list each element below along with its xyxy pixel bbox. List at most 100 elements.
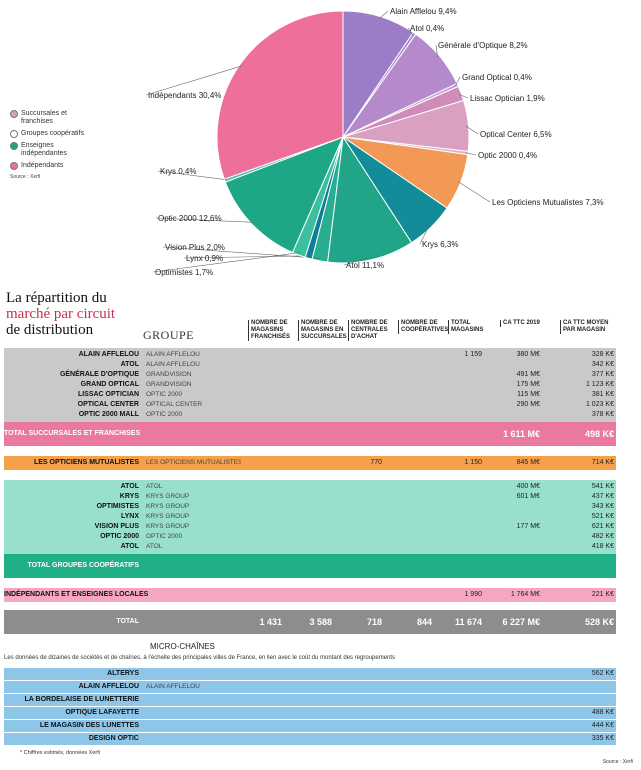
pie-slice-label: Optic 2000 12,6%	[158, 214, 222, 223]
table-cell: 328 K€	[591, 351, 614, 358]
table-cell: 11 674	[454, 617, 482, 627]
row-name: INDÉPENDANTS ET ENSEIGNES LOCALES	[4, 591, 149, 598]
pie-svg: Alain Afflelou 9,4% Atol 0,4% Générale d'O…	[145, 7, 604, 277]
row-name: ALAIN AFFLELOU	[78, 351, 139, 358]
pie-slice	[224, 136, 344, 254]
table-row: OPTIC 2000 OPTIC 2000 482 K€	[4, 532, 616, 542]
row-name: ALTERYS	[107, 670, 139, 677]
pie-slice-label: Alain Afflelou 9,4%	[390, 7, 457, 16]
row-name: ALAIN AFFLELOU	[78, 683, 139, 690]
table-cell: 177 M€	[516, 523, 540, 530]
pie-slice-label: Optical Center 6,5%	[480, 130, 552, 139]
pie-slice-label: Optimistes 1,7%	[155, 268, 213, 277]
row-group: KRYS GROUP	[146, 493, 190, 500]
pie-slice-label: Lynx 0,9%	[186, 254, 223, 263]
pie-slice-label: Krys 6,3%	[422, 240, 458, 249]
pie-leader-line	[155, 217, 254, 223]
row-group: OPTIC 2000	[146, 391, 183, 398]
table-cell: 1 431	[259, 617, 282, 627]
pie-slice-label: Grand Optical 0,4%	[462, 73, 532, 82]
source-bottom: Source : Xerfi	[602, 759, 633, 765]
table-cell: 343 K€	[591, 503, 614, 510]
table-cell: 290 M€	[516, 401, 540, 408]
pie-slice-label: Optic 2000 0,4%	[478, 151, 537, 160]
pie-leader-line	[457, 181, 491, 203]
table-row: ALAIN AFFLELOU ALAIN AFFLELOU 1 159 380 M€ 3…	[4, 350, 616, 360]
row-name: TOTAL SUCCURSALES ET FRANCHISES	[4, 430, 141, 437]
row-name: LISSAC OPTICIAN	[77, 391, 139, 398]
table-title: La répartition du marché par circuit de …	[6, 290, 156, 338]
row-group: ATOL	[146, 543, 163, 550]
table-row: ALAIN AFFLELOU ALAIN AFFLELOU	[4, 681, 616, 693]
pie-chart: Alain Afflelou 9,4% Atol 0,4% Générale d'O…	[0, 0, 641, 285]
pie-leader-line	[162, 246, 321, 259]
table-cell: 1 990	[464, 591, 482, 598]
table-cell: 621 K€	[591, 523, 614, 530]
section-background	[4, 456, 616, 470]
column-header: NOMBRE DE CENTRALES D'ACHAT	[348, 320, 397, 341]
pie-leader-line	[407, 27, 414, 36]
table-row: ATOL ATOL 400 M€ 541 K€	[4, 482, 616, 492]
row-name: ATOL	[120, 361, 139, 368]
pie-leader-line	[183, 255, 310, 259]
row-group: ALAIN AFFLELOU	[146, 361, 200, 368]
table-cell: 381 K€	[591, 391, 614, 398]
table-row: ATOL ALAIN AFFLELOU 342 K€	[4, 360, 616, 370]
table-row: LISSAC OPTICIAN OPTIC 2000 115 M€ 381 K€	[4, 390, 616, 400]
row-name: VISION PLUS	[94, 523, 139, 530]
micro-title: MICRO-CHAÎNES	[150, 642, 215, 651]
row-name: OPTIC 2000	[100, 533, 139, 540]
row-group: KRYS GROUP	[146, 523, 190, 530]
row-name: TOTAL	[116, 618, 139, 625]
pie-slice-label: Vision Plus 2,0%	[165, 243, 225, 252]
table-cell: 844	[416, 617, 432, 627]
column-header: TOTAL MAGASINS	[448, 320, 499, 334]
row-name: KRYS	[119, 493, 139, 500]
table-cell: 3 588	[309, 617, 332, 627]
column-header: NOMBRE DE MAGASINS FRANCHISÉS	[248, 320, 297, 341]
legend-swatch	[10, 142, 18, 150]
section-background	[4, 348, 616, 422]
pie-leader-line	[455, 76, 461, 87]
table-cell: 437 K€	[591, 493, 614, 500]
column-header: NOMBRE DE MAGASINS EN SUCCURSALES	[298, 320, 347, 341]
table-row: TOTAL SUCCURSALES ET FRANCHISES 1 611 M€ 4…	[4, 422, 616, 446]
row-name: LES OPTICIENS MUTUALISTES	[33, 459, 139, 466]
table-row: ALTERYS 562 K€	[4, 668, 616, 680]
table-row: TOTAL GROUPES COOPÉRATIFS	[4, 554, 616, 578]
table-cell: 1 123 K€	[585, 381, 614, 388]
row-group: KRYS GROUP	[146, 513, 190, 520]
foot-note: * Chiffres estimés, données Xerfi	[20, 750, 100, 756]
table-cell: 377 K€	[591, 371, 614, 378]
table-cell: 521 K€	[591, 513, 614, 520]
pie-slice-label: Les Opticiens Mutualistes 7,3%	[492, 198, 604, 207]
row-name: TOTAL GROUPES COOPÉRATIFS	[27, 562, 140, 569]
table-row: LYNX KRYS GROUP 521 K€	[4, 512, 616, 522]
table-cell: 175 M€	[516, 381, 540, 388]
table-cell: 444 K€	[591, 722, 614, 729]
table-cell: 1 150	[464, 459, 482, 466]
row-group: OPTIC 2000	[146, 411, 183, 418]
pie-legend: Succursales et franchises Groupes coopéra…	[10, 110, 90, 180]
table-cell: 770	[370, 459, 382, 466]
column-header: CA TTC MOYEN PAR MAGASIN	[560, 320, 619, 334]
table-row: DESIGN OPTIC 335 K€	[4, 733, 616, 745]
table-row: OPTIQUE LAFAYETTE 488 K€	[4, 707, 616, 719]
column-header: NOMBRE DE COOPÉRATIVES	[398, 320, 448, 334]
section-background	[4, 480, 616, 554]
table-cell: 498 K€	[584, 429, 614, 439]
table-cell: 1 611 M€	[502, 429, 540, 439]
row-name: ATOL	[120, 483, 139, 490]
legend-label: Groupes coopératifs	[21, 130, 85, 137]
legend-swatch	[10, 162, 18, 170]
table-cell: 845 M€	[516, 459, 540, 466]
pie-leader-line	[465, 125, 479, 135]
table-cell: 221 K€	[591, 591, 614, 598]
table-row: LA BORDELAISE DE LUNETTERIE	[4, 694, 616, 706]
table-row: OPTIC 2000 MALL OPTIC 2000 378 K€	[4, 410, 616, 420]
table-cell: 400 M€	[516, 483, 540, 490]
legend-item: Succursales et franchises	[10, 110, 90, 126]
pie-slice-label: Lissac Optician 1,9%	[470, 94, 545, 103]
pie-slice	[327, 135, 413, 264]
